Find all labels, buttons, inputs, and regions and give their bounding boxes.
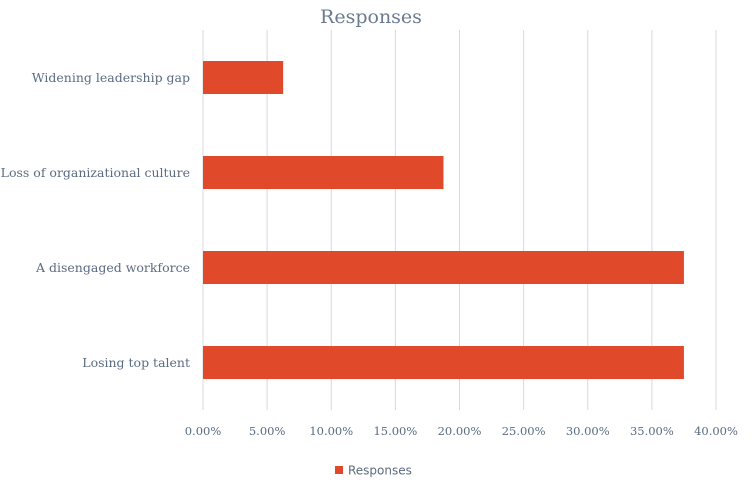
x-tick-label: 40.00% <box>694 424 738 438</box>
x-tick-label: 25.00% <box>502 424 546 438</box>
category-labels: Widening leadership gap Loss of organizat… <box>1 70 190 370</box>
x-tick-label: 20.00% <box>438 424 482 438</box>
x-tick-label: 30.00% <box>566 424 610 438</box>
category-label: Losing top talent <box>82 355 190 370</box>
category-label: A disengaged workforce <box>35 260 190 275</box>
bar <box>203 346 684 379</box>
category-label: Widening leadership gap <box>32 70 190 85</box>
x-tick-label: 5.00% <box>249 424 286 438</box>
chart-title: Responses <box>320 6 422 28</box>
bar <box>203 251 684 284</box>
bars <box>203 61 684 379</box>
x-tick-label: 35.00% <box>630 424 674 438</box>
x-tick-label: 15.00% <box>373 424 417 438</box>
bar <box>203 156 444 189</box>
x-tick-labels: 0.00% 5.00% 10.00% 15.00% 20.00% 25.00% 30.00%… <box>185 424 738 438</box>
x-tick-label: 0.00% <box>185 424 222 438</box>
x-tick-label: 10.00% <box>309 424 353 438</box>
legend-swatch <box>335 466 343 474</box>
legend: Responses <box>335 464 412 478</box>
legend-label: Responses <box>348 464 412 478</box>
bar <box>203 61 284 94</box>
category-label: Loss of organizational culture <box>1 165 190 180</box>
